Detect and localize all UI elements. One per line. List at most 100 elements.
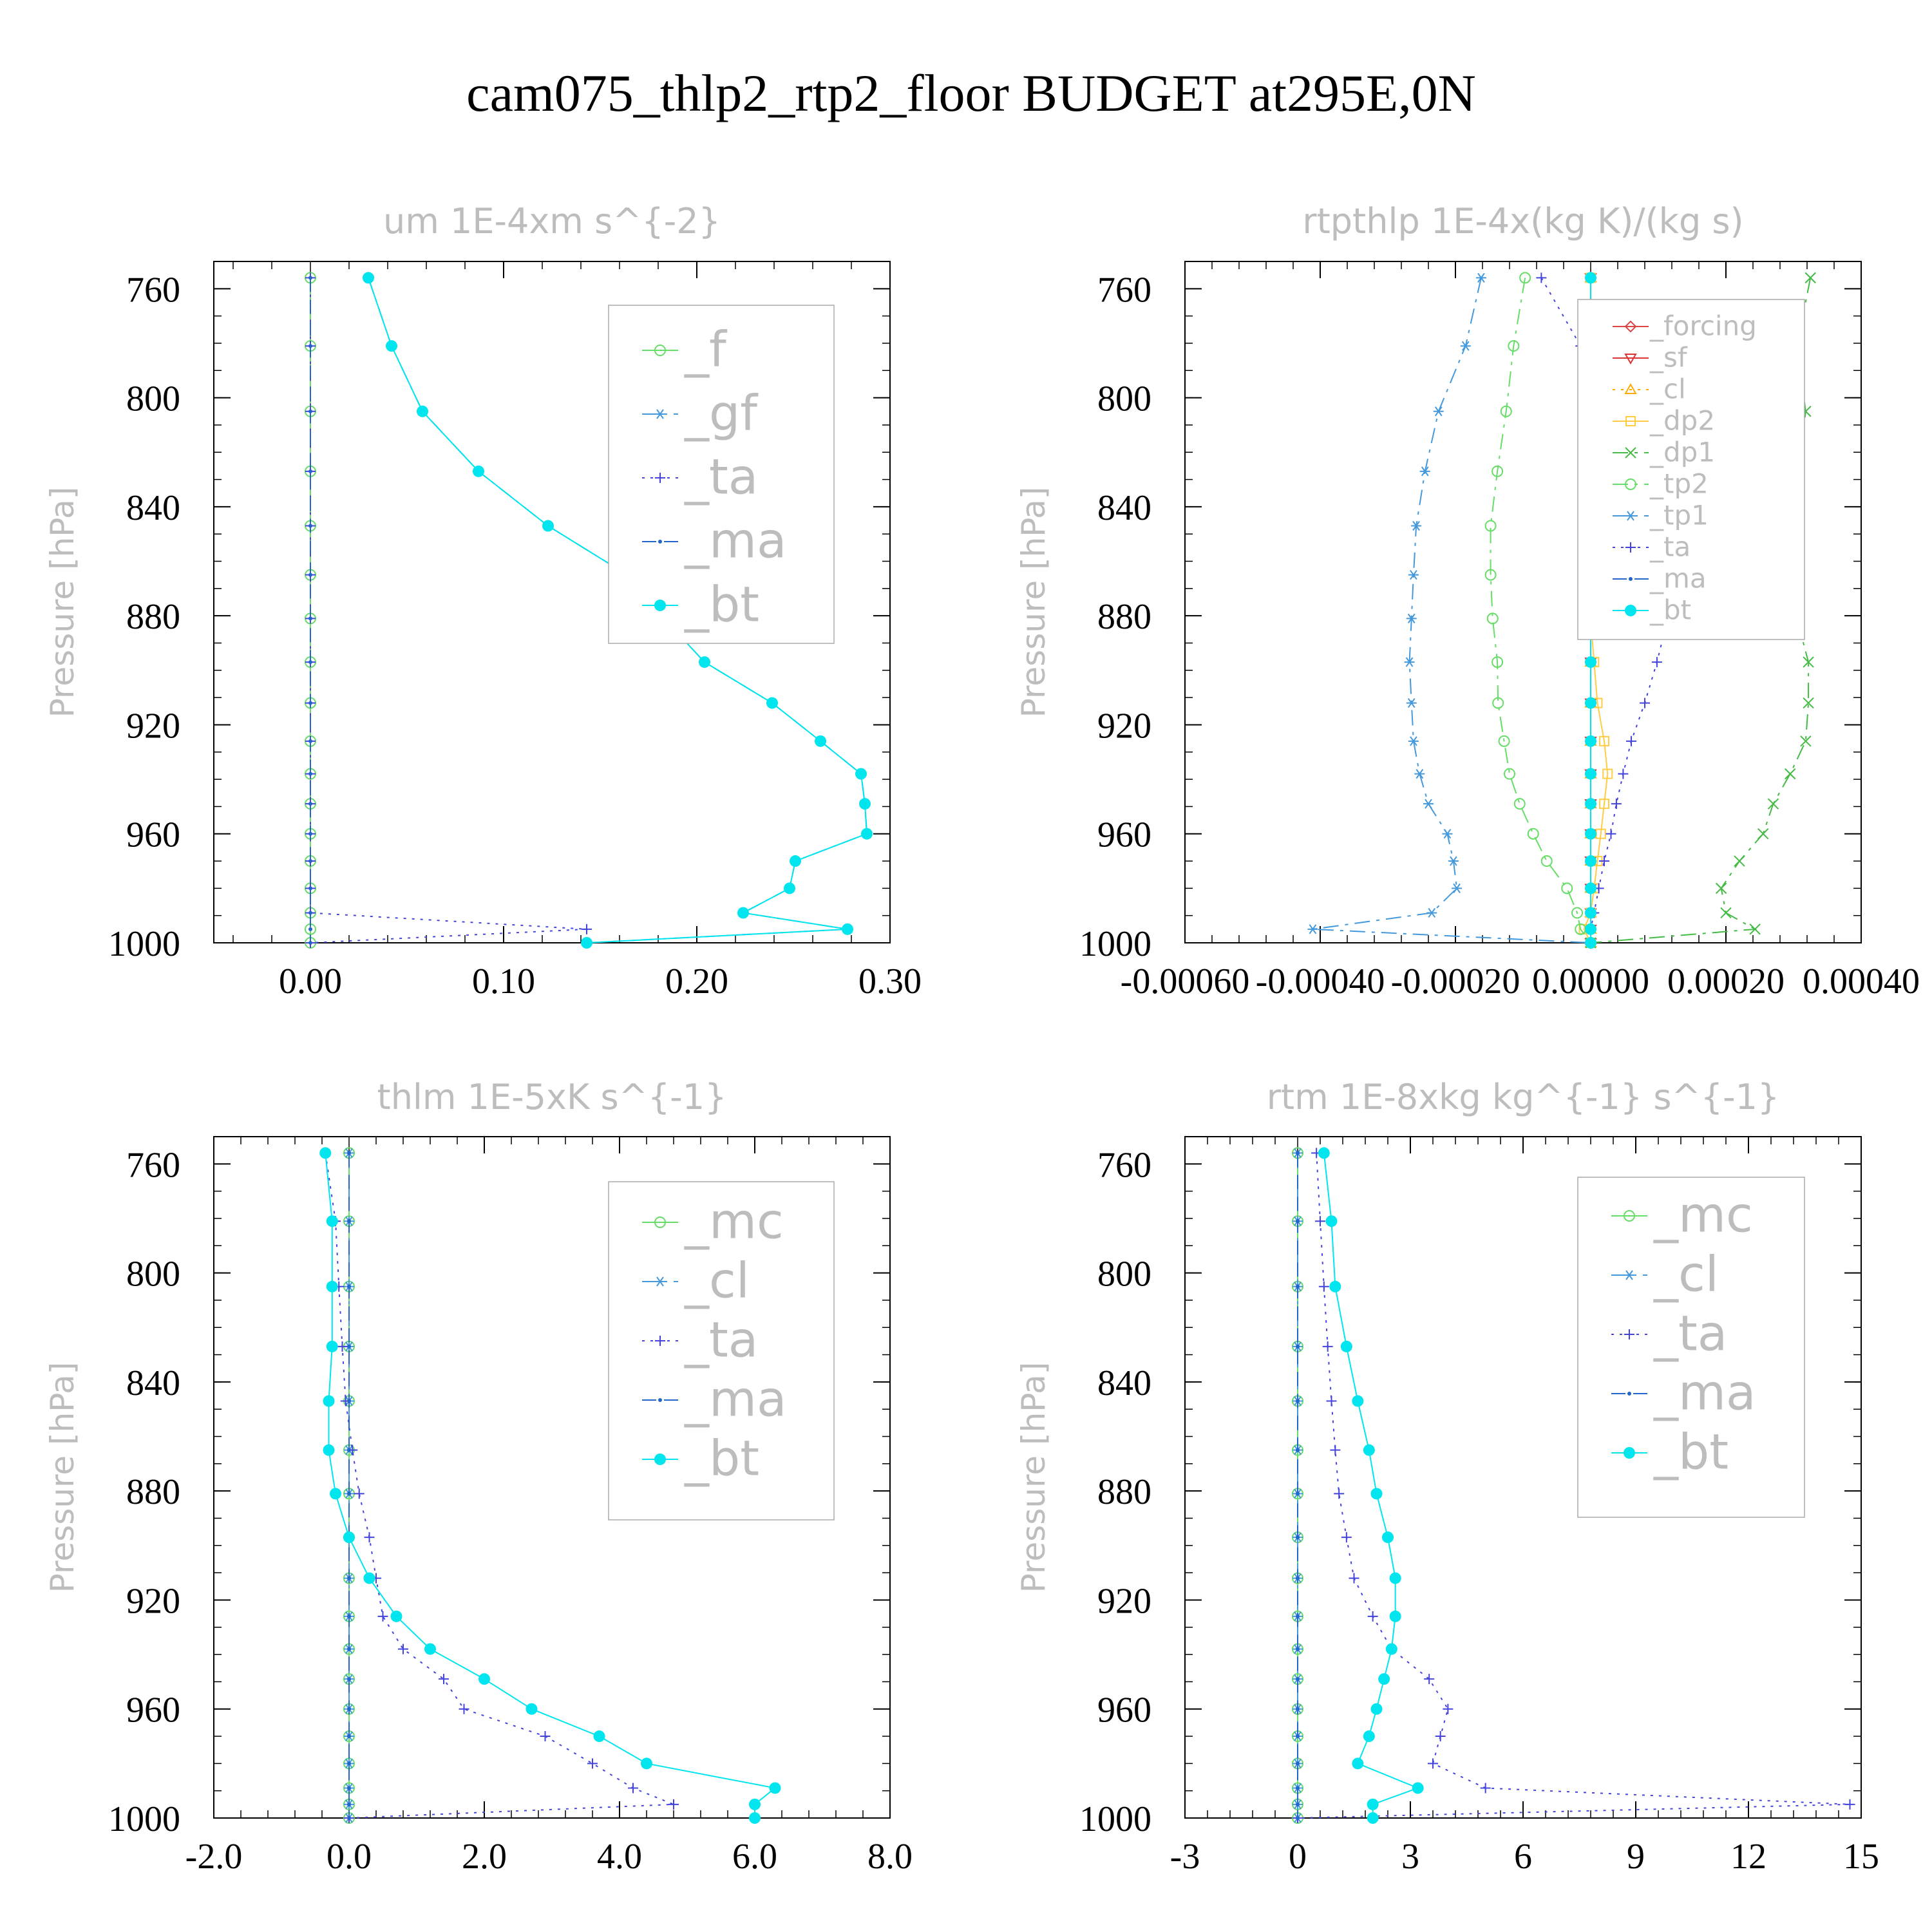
y-tick-label: 960: [126, 815, 180, 855]
data-point: [1599, 799, 1609, 810]
data-point: [1561, 882, 1573, 895]
series-line: [1590, 278, 1812, 943]
data-point: [347, 1284, 351, 1289]
legend-label: _ta: [1649, 531, 1690, 562]
legend-label: _tp2: [1649, 468, 1709, 499]
series-ta: [305, 272, 592, 948]
data-point: [1618, 768, 1629, 779]
data-point: [581, 937, 592, 949]
x-tick-label: 0.00020: [1667, 961, 1785, 1001]
data-point: [1785, 768, 1796, 780]
data-point: [1296, 1707, 1300, 1711]
series-line: [1323, 1153, 1420, 1818]
data-point: [347, 1576, 351, 1580]
data-point: [347, 1614, 351, 1618]
data-point: [1367, 1798, 1379, 1810]
data-point: [347, 1802, 351, 1806]
data-point: [1508, 340, 1520, 352]
data-point: [749, 1812, 761, 1824]
data-point: [1325, 1215, 1338, 1227]
data-point: [1412, 1782, 1424, 1794]
data-point: [1599, 856, 1609, 867]
data-point: [1448, 856, 1459, 866]
x-tick-label: 2.0: [462, 1837, 507, 1877]
data-point: [749, 1798, 761, 1810]
legend-label: _sf: [1649, 341, 1688, 373]
legend-marker: [1625, 542, 1636, 553]
data-point: [1296, 1448, 1300, 1452]
series-bt: [1318, 1147, 1424, 1824]
data-point: [1363, 1444, 1375, 1456]
data-point: [1352, 1757, 1364, 1770]
data-point: [1424, 1674, 1435, 1685]
legend: _f _gf _ta _ma _bt: [608, 305, 835, 644]
legend-label: _ma: [1649, 562, 1707, 594]
data-point: [815, 735, 826, 747]
data-point: [1585, 937, 1596, 949]
series-line: [325, 1153, 777, 1818]
data-point: [1408, 570, 1419, 580]
data-point: [526, 1703, 538, 1715]
legend-label: _cl: [684, 1251, 750, 1309]
panel-thlm: thlm 1E-5xK s^{-1} Pressure [hPa] 760 800 84…: [44, 1077, 913, 1877]
data-point: [326, 1340, 338, 1352]
data-point: [1389, 1572, 1401, 1584]
y-axis-label: Pressure [hPa]: [1015, 487, 1052, 718]
legend-label: _forcing: [1649, 310, 1757, 341]
data-point: [347, 1816, 351, 1820]
data-point: [699, 656, 710, 668]
y-axis-label: Pressure [hPa]: [44, 487, 81, 718]
data-point: [1411, 520, 1422, 531]
y-tick-label: 1000: [1079, 1799, 1151, 1839]
x-tick-label: 0.0: [327, 1837, 372, 1877]
data-point: [1296, 1492, 1300, 1496]
series-line: [368, 278, 868, 943]
x-tick-label: 0.30: [858, 961, 922, 1001]
data-point: [1585, 768, 1596, 780]
data-point: [790, 855, 801, 867]
data-point: [308, 739, 312, 743]
data-point: [1626, 735, 1636, 746]
data-point: [308, 524, 312, 528]
data-point: [363, 272, 374, 284]
data-point: [1296, 1344, 1300, 1349]
y-tick-label: 800: [1097, 379, 1151, 419]
y-tick-label: 840: [126, 488, 180, 528]
data-point: [377, 1611, 388, 1622]
y-tick-label: 920: [126, 706, 180, 746]
legend-marker: [654, 1454, 666, 1465]
data-point: [1585, 272, 1596, 284]
data-point: [347, 1734, 351, 1739]
data-point: [326, 1280, 338, 1293]
data-point: [347, 1344, 351, 1349]
data-point: [308, 831, 312, 836]
legend: _forcing_sf_cl_dp2_dp1_tp2_tp1_ta_ma_bt: [1577, 299, 1805, 640]
legend-marker: [655, 473, 665, 483]
data-point: [326, 1215, 338, 1227]
legend-marker: [1629, 577, 1633, 581]
data-point: [1585, 923, 1596, 935]
legend-marker: [1625, 416, 1636, 426]
data-point: [1804, 272, 1816, 284]
legend-marker: [655, 1276, 665, 1287]
panel-um: um 1E-4xm s^{-2} Pressure [hPa] 760 800 840 8…: [44, 201, 922, 1001]
data-point: [1484, 569, 1497, 581]
legend-label: _bt: [684, 1429, 759, 1486]
legend-marker: [1624, 1447, 1635, 1459]
y-tick-label: 1000: [108, 1799, 180, 1839]
data-point: [737, 907, 749, 919]
data-point: [1296, 1535, 1300, 1540]
legend-marker: [654, 1217, 666, 1228]
x-tick-label: 0: [1289, 1837, 1307, 1877]
data-point: [308, 660, 312, 665]
data-point: [1513, 798, 1526, 810]
data-point: [390, 1610, 402, 1622]
legend-marker: [655, 1336, 665, 1346]
x-tick-label: 9: [1627, 1837, 1645, 1877]
legend-label: _ta: [1653, 1304, 1727, 1361]
data-point: [424, 1643, 436, 1655]
data-point: [1442, 829, 1453, 839]
x-tick-label: -3: [1170, 1837, 1200, 1877]
x-tick-label: 15: [1843, 1837, 1879, 1877]
